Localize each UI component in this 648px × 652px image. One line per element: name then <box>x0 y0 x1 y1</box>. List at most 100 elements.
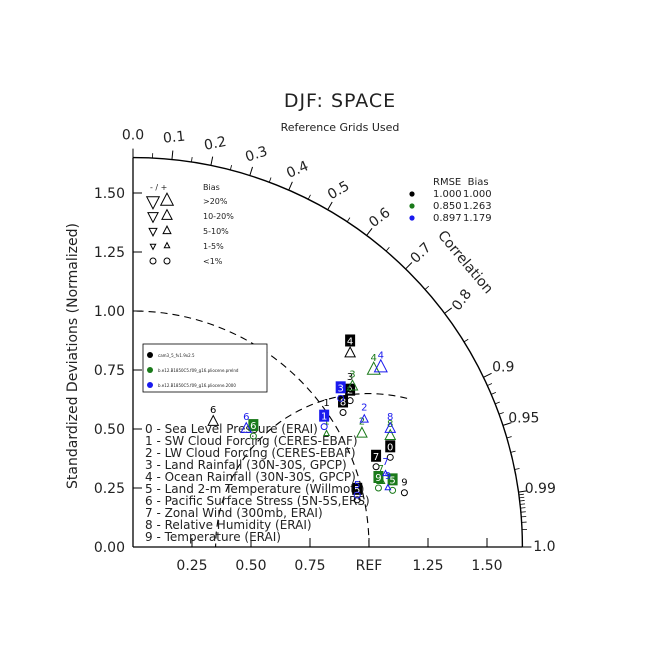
stats-legend-dot <box>409 191 414 196</box>
stats-legend-bias: 1.179 <box>463 213 492 224</box>
data-point-label: 4 <box>378 351 384 362</box>
x-tick-label: 0.75 <box>294 558 325 574</box>
stats-legend-rmse: 1.000 <box>433 189 462 200</box>
bias-legend-label: 5-10% <box>203 227 229 236</box>
corr-tick <box>367 228 372 235</box>
corr-minor-tick <box>499 412 504 414</box>
data-point-label: 8 <box>340 397 346 408</box>
corr-tick <box>406 262 412 268</box>
data-point-label: 0 <box>387 442 393 453</box>
corr-tick-label: 0.4 <box>284 158 311 182</box>
x-tick-label: REF <box>356 558 383 574</box>
bias-legend-plus-icon <box>163 226 171 233</box>
corr-minor-tick <box>230 165 231 170</box>
case-legend-label: cam3_5_fv1.9x2.5 <box>158 353 195 358</box>
data-point-marker <box>390 487 396 493</box>
corr-minor-tick <box>308 195 310 199</box>
data-point-label: 4 <box>371 353 377 364</box>
bias-legend: - / + Bias >20%10-20%5-10%1-5%<1% <box>147 183 235 266</box>
corr-minor-tick <box>487 383 492 385</box>
y-tick-label: 1.25 <box>94 245 125 261</box>
y-tick-label: 0.50 <box>94 422 125 438</box>
y-tick-label: 0.25 <box>94 481 125 497</box>
corr-minor-tick <box>520 500 525 501</box>
corr-tick <box>328 202 333 210</box>
case-legend-label: b.e12.B1850C5.f09_g16.pliocene.2000 <box>158 383 236 388</box>
corr-tick-label: 0.95 <box>508 411 539 427</box>
corr-minor-tick <box>464 339 468 342</box>
data-point-label: 4 <box>347 336 353 347</box>
corr-minor-tick <box>491 392 496 394</box>
case-legend-dot <box>147 367 153 373</box>
data-point-label: 1 <box>323 398 329 409</box>
bias-legend-plus-icon <box>164 243 169 248</box>
bias-legend-minus-icon <box>148 213 158 223</box>
data-point-label: 1 <box>321 412 327 423</box>
y-tick-label: 0.75 <box>94 363 125 379</box>
corr-minor-tick <box>425 286 429 289</box>
bias-legend-label: 1-5% <box>203 242 224 251</box>
data-point-label: 8 <box>387 412 393 423</box>
bias-legend-title: Bias <box>203 183 220 192</box>
stats-legend-dot <box>409 203 414 208</box>
case-legend-dot <box>147 352 153 358</box>
corr-minor-tick <box>269 178 271 183</box>
bias-legend-minus-icon <box>149 228 157 235</box>
data-point-label: 6 <box>243 412 249 423</box>
x-tick-label: 0.50 <box>235 558 266 574</box>
data-point-label: 3 <box>349 370 355 381</box>
bias-legend-sign: - / + <box>150 183 167 192</box>
x-tick-label: 0.25 <box>176 558 207 574</box>
data-point-label: 7 <box>373 452 379 463</box>
y-tick-label: 1.00 <box>94 304 125 320</box>
corr-minor-tick <box>519 494 524 495</box>
corr-tick <box>172 151 173 160</box>
corr-minor-tick <box>347 218 350 222</box>
corr-tick <box>445 308 452 313</box>
corr-tick-label: 0.2 <box>203 134 228 154</box>
corr-tick-label: 0.8 <box>449 286 475 313</box>
data-point-label: 9 <box>401 478 407 489</box>
bias-legend-label: >20% <box>203 197 228 206</box>
variable-label: 9 - Temperature (ERAI) <box>145 530 281 544</box>
corr-tick-label: 1.0 <box>533 539 555 555</box>
data-point-marker <box>357 427 367 437</box>
corr-tick-label: 0.99 <box>525 481 556 497</box>
x-tick-label: 1.25 <box>412 558 443 574</box>
corr-minor-tick <box>507 437 512 438</box>
data-point-label: 7 <box>382 457 388 468</box>
bias-legend-plus-icon <box>164 258 170 264</box>
corr-minor-tick <box>191 157 192 162</box>
data-point-label: 3 <box>337 383 343 394</box>
data-point-marker <box>385 430 395 440</box>
stats-legend-bias: 1.000 <box>463 189 492 200</box>
corr-tick-label: 0.5 <box>325 178 352 203</box>
data-point-label: 5 <box>354 480 360 491</box>
correlation-label: Correlation <box>434 228 496 297</box>
chart-subtitle: Reference Grids Used <box>281 121 400 134</box>
data-point-label: 6 <box>250 421 256 432</box>
corr-tick <box>211 157 213 166</box>
corr-tick-label: 0.6 <box>366 205 393 231</box>
case-legend-label: b.e12.B1850C5.f09_g16.pliocene.prelnd <box>158 368 239 373</box>
stats-legend-rmse: 0.897 <box>433 213 462 224</box>
bias-legend-minus-icon <box>147 197 160 209</box>
bias-legend-minus-icon <box>150 258 156 264</box>
stats-legend-rmse: 0.850 <box>433 201 462 212</box>
corr-minor-tick <box>519 497 524 498</box>
bias-legend-minus-icon <box>150 244 155 249</box>
corr-minor-tick <box>515 469 520 470</box>
data-point-marker <box>340 409 346 415</box>
data-point-marker <box>401 490 407 496</box>
chart-title: DJF: SPACE <box>284 90 396 112</box>
stats-legend-bias: 1.263 <box>463 201 492 212</box>
stats-legend-dot <box>409 215 414 220</box>
bias-legend-plus-icon <box>161 193 174 205</box>
y-axis-label: Standardized Deviations (Normalized) <box>65 223 81 489</box>
data-point-label: 6 <box>210 405 216 416</box>
case-legend-dot <box>147 382 153 388</box>
data-point-label: 2 <box>361 403 367 414</box>
corr-minor-tick <box>386 247 389 251</box>
